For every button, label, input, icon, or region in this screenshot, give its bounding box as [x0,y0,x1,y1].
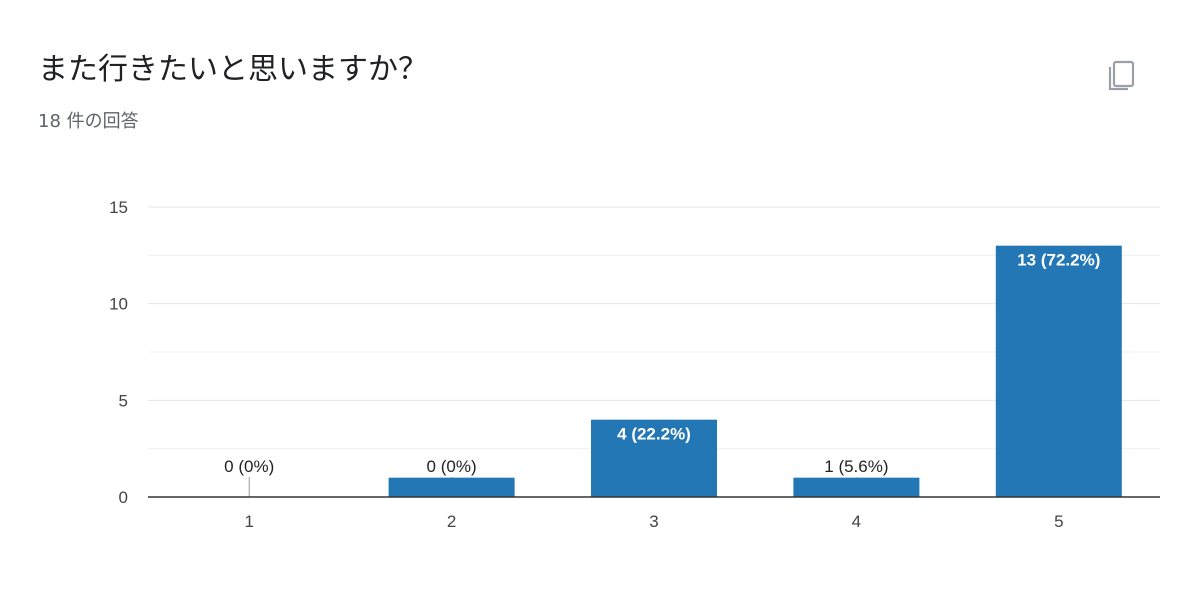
x-tick-label: 3 [649,512,658,531]
data-label: 1 (5.6%) [824,457,888,476]
bar [388,477,515,497]
y-tick-label: 5 [119,391,128,410]
data-label: 0 (0%) [427,457,477,476]
x-tick-label: 2 [447,512,456,531]
x-tick-label: 4 [852,512,861,531]
copy-chart-button[interactable] [1101,56,1141,96]
y-tick-label: 10 [109,295,128,314]
data-label: 13 (72.2%) [1017,251,1100,270]
bar [793,477,920,497]
y-tick-label: 15 [109,198,128,217]
bar [591,419,717,497]
x-tick-label: 5 [1054,512,1063,531]
copy-icon [1108,60,1135,91]
data-label: 4 (22.2%) [617,425,691,444]
question-title: また行きたいと思いますか？ [38,52,428,87]
x-tick-label: 1 [244,512,253,531]
bar [995,245,1122,497]
y-tick-label: 0 [119,488,128,507]
response-count: 18 件の回答 [38,111,139,132]
data-label: 0 (0%) [224,457,274,476]
